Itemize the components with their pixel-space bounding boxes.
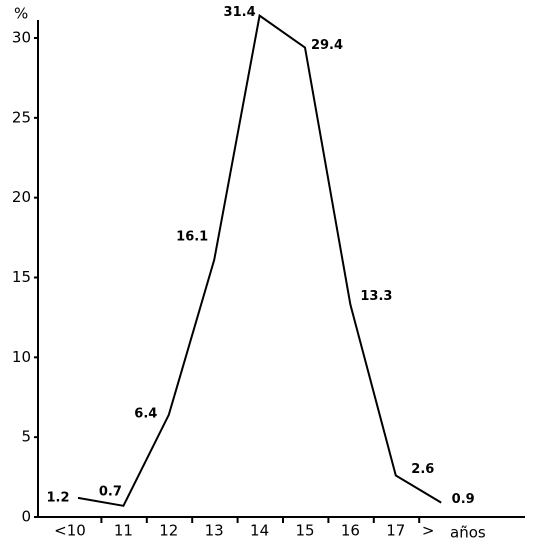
- y-axis-label: %: [14, 5, 28, 23]
- data-label: 0.9: [452, 492, 475, 507]
- data-label: 1.2: [46, 490, 69, 505]
- y-tick-label: 30: [12, 29, 31, 47]
- y-tick-label: 0: [21, 508, 31, 526]
- y-tick-label: 5: [21, 428, 31, 446]
- data-label: 29.4: [311, 38, 343, 53]
- y-tick-label: 25: [12, 108, 31, 126]
- data-label: 2.6: [411, 462, 434, 477]
- data-label: 16.1: [176, 229, 208, 244]
- x-axis-label: años: [450, 524, 486, 542]
- x-tick-label: 11: [114, 522, 133, 540]
- data-label: 0.7: [99, 484, 122, 499]
- data-line: [77, 13, 442, 507]
- x-tick-label: 12: [159, 522, 178, 540]
- x-tick-label: 17: [386, 522, 405, 540]
- y-tick-label: 15: [12, 268, 31, 286]
- x-tick-label: 16: [341, 522, 360, 540]
- data-label: 13.3: [360, 289, 392, 304]
- data-label: 31.4: [224, 5, 256, 20]
- data-label: 6.4: [134, 406, 157, 421]
- x-tick-label: <10: [54, 522, 86, 540]
- y-tick-label: 10: [12, 348, 31, 366]
- x-tick-label: 14: [250, 522, 269, 540]
- x-tick-label: 15: [295, 522, 314, 540]
- x-tick-label: >: [422, 522, 435, 540]
- y-tick-label: 20: [12, 188, 31, 206]
- x-tick-label: 13: [205, 522, 224, 540]
